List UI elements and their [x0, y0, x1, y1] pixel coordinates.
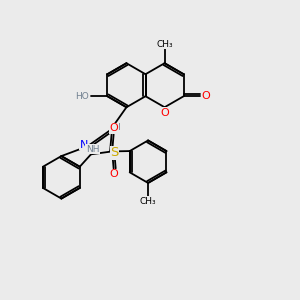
Text: CH₃: CH₃ [156, 40, 173, 49]
Text: CH₃: CH₃ [140, 197, 156, 206]
Text: S: S [110, 146, 119, 159]
Text: N: N [80, 140, 88, 150]
Text: H: H [113, 123, 120, 132]
Text: O: O [109, 169, 118, 179]
Text: HO: HO [75, 92, 89, 101]
Text: NH: NH [86, 145, 99, 154]
Text: O: O [109, 123, 118, 134]
Text: O: O [201, 91, 210, 101]
Text: O: O [160, 107, 169, 118]
